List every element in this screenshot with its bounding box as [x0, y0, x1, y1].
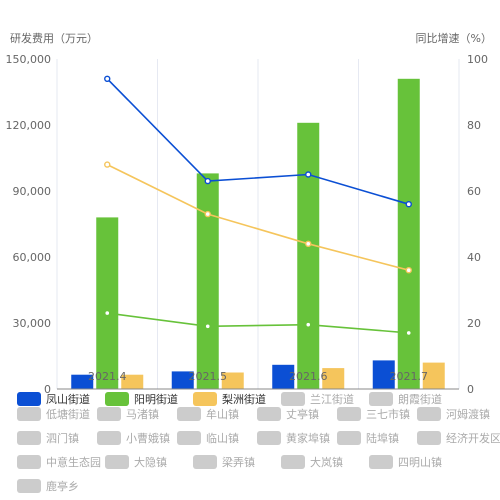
y-left-tick-labels: 0 30,000 60,000 90,000 120,000 150,000	[6, 53, 52, 396]
legend-label: 泗门镇	[46, 431, 79, 445]
legend-label: 阳明街道	[134, 392, 178, 406]
bar	[171, 371, 194, 389]
line-point	[204, 323, 211, 330]
bar	[422, 362, 445, 389]
legend-swatch	[193, 455, 217, 469]
legend-label: 陆埠镇	[366, 431, 399, 445]
legend-label: 梨洲街道	[222, 392, 266, 406]
legend-swatch	[337, 431, 361, 445]
y-right-tick-labels: 0 20 40 60 80 100	[467, 53, 488, 396]
series-line	[106, 78, 409, 205]
legend-swatch	[105, 392, 129, 406]
legend-swatch	[17, 431, 41, 445]
bar-series	[71, 78, 445, 390]
legend-swatch	[369, 392, 393, 406]
legend-swatch	[257, 407, 281, 421]
line-point	[405, 329, 412, 337]
bar	[322, 368, 345, 389]
legend-swatch	[17, 455, 41, 469]
y-right-tick-label: 60	[467, 185, 481, 198]
legend-label: 牟山镇	[206, 407, 239, 421]
bar	[297, 122, 320, 390]
legend-swatch	[417, 407, 441, 421]
x-tick-labels: 2021.4 2021.5 2021.6 2021.7	[88, 370, 428, 383]
line-point	[104, 161, 111, 168]
legend-swatch	[177, 431, 201, 445]
y-right-tick-label: 0	[467, 383, 474, 396]
line-point	[405, 267, 412, 274]
series-line	[106, 163, 409, 271]
legend-swatch	[369, 455, 393, 469]
line-point	[204, 177, 211, 185]
y-left-tick-label: 30,000	[13, 317, 52, 330]
legend-label: 朗霞街道	[398, 392, 442, 406]
series-line	[107, 312, 409, 334]
y-right-tick-label: 20	[467, 317, 481, 330]
legend-label: 凤山街道	[46, 392, 90, 406]
legend-swatch	[417, 431, 441, 445]
legend-label: 三七市镇	[366, 407, 410, 421]
y-right-tick-label: 100	[467, 53, 488, 66]
line-series	[104, 75, 412, 337]
legend-swatch	[17, 407, 41, 421]
line-point	[305, 171, 312, 178]
legend-label: 四明山镇	[398, 455, 442, 469]
y-left-tick-label: 0	[44, 383, 51, 396]
y-left-axis-title: 研发费用（万元）	[10, 31, 98, 45]
legend-swatch	[177, 407, 201, 421]
legend-label: 梁弄镇	[222, 455, 255, 469]
bar	[221, 372, 244, 389]
x-tick-label: 2021.6	[289, 370, 328, 383]
line-point	[305, 321, 312, 328]
x-tick-label: 2021.7	[390, 370, 429, 383]
legend-label: 黄家埠镇	[286, 431, 330, 445]
legend-label: 临山镇	[206, 431, 239, 445]
y-left-tick-label: 120,000	[6, 119, 52, 132]
bar	[96, 217, 119, 389]
legend-swatch	[281, 455, 305, 469]
bar	[272, 364, 295, 389]
line-point	[104, 75, 111, 83]
line-point	[104, 309, 111, 317]
y-left-tick-label: 150,000	[6, 53, 52, 66]
grid-lines	[56, 59, 460, 389]
legend-label: 大岚镇	[310, 455, 343, 469]
bar	[71, 374, 94, 389]
y-left-tick-label: 60,000	[13, 251, 52, 264]
legend-swatch	[337, 407, 361, 421]
line-point	[405, 200, 412, 208]
legend-swatch	[193, 392, 217, 406]
line-point	[305, 240, 312, 248]
legend-label: 大隐镇	[134, 455, 167, 469]
legend-swatch	[97, 431, 121, 445]
legend-label: 丈亭镇	[286, 407, 319, 421]
legend-swatch	[97, 407, 121, 421]
y-left-tick-label: 90,000	[13, 185, 52, 198]
legend-label: 鹿亭乡	[46, 479, 79, 493]
legend-label: 河姆渡镇	[446, 407, 490, 421]
legend-label: 马渚镇	[126, 407, 159, 421]
bar	[196, 173, 219, 389]
bar	[121, 374, 144, 389]
legend-label: 中意生态园	[46, 455, 101, 469]
legend-swatch	[257, 431, 281, 445]
line-point	[204, 210, 211, 218]
x-tick-label: 2021.4	[88, 370, 127, 383]
legend-label: 低塘街道	[46, 407, 90, 421]
legend-label: 经济开发区	[446, 431, 500, 445]
y-right-tick-label: 40	[467, 251, 481, 264]
x-tick-label: 2021.5	[189, 370, 228, 383]
legend-swatch	[105, 455, 129, 469]
legend-label: 小曹娥镇	[126, 431, 170, 445]
y-right-tick-label: 80	[467, 119, 481, 132]
bar	[397, 78, 420, 390]
legend-swatch	[17, 392, 41, 406]
legend-swatch	[281, 392, 305, 406]
legend-swatch	[17, 479, 41, 493]
y-right-axis-title: 同比增速（%）	[416, 31, 492, 45]
legend-label: 兰江街道	[310, 392, 354, 406]
bar	[372, 360, 395, 389]
